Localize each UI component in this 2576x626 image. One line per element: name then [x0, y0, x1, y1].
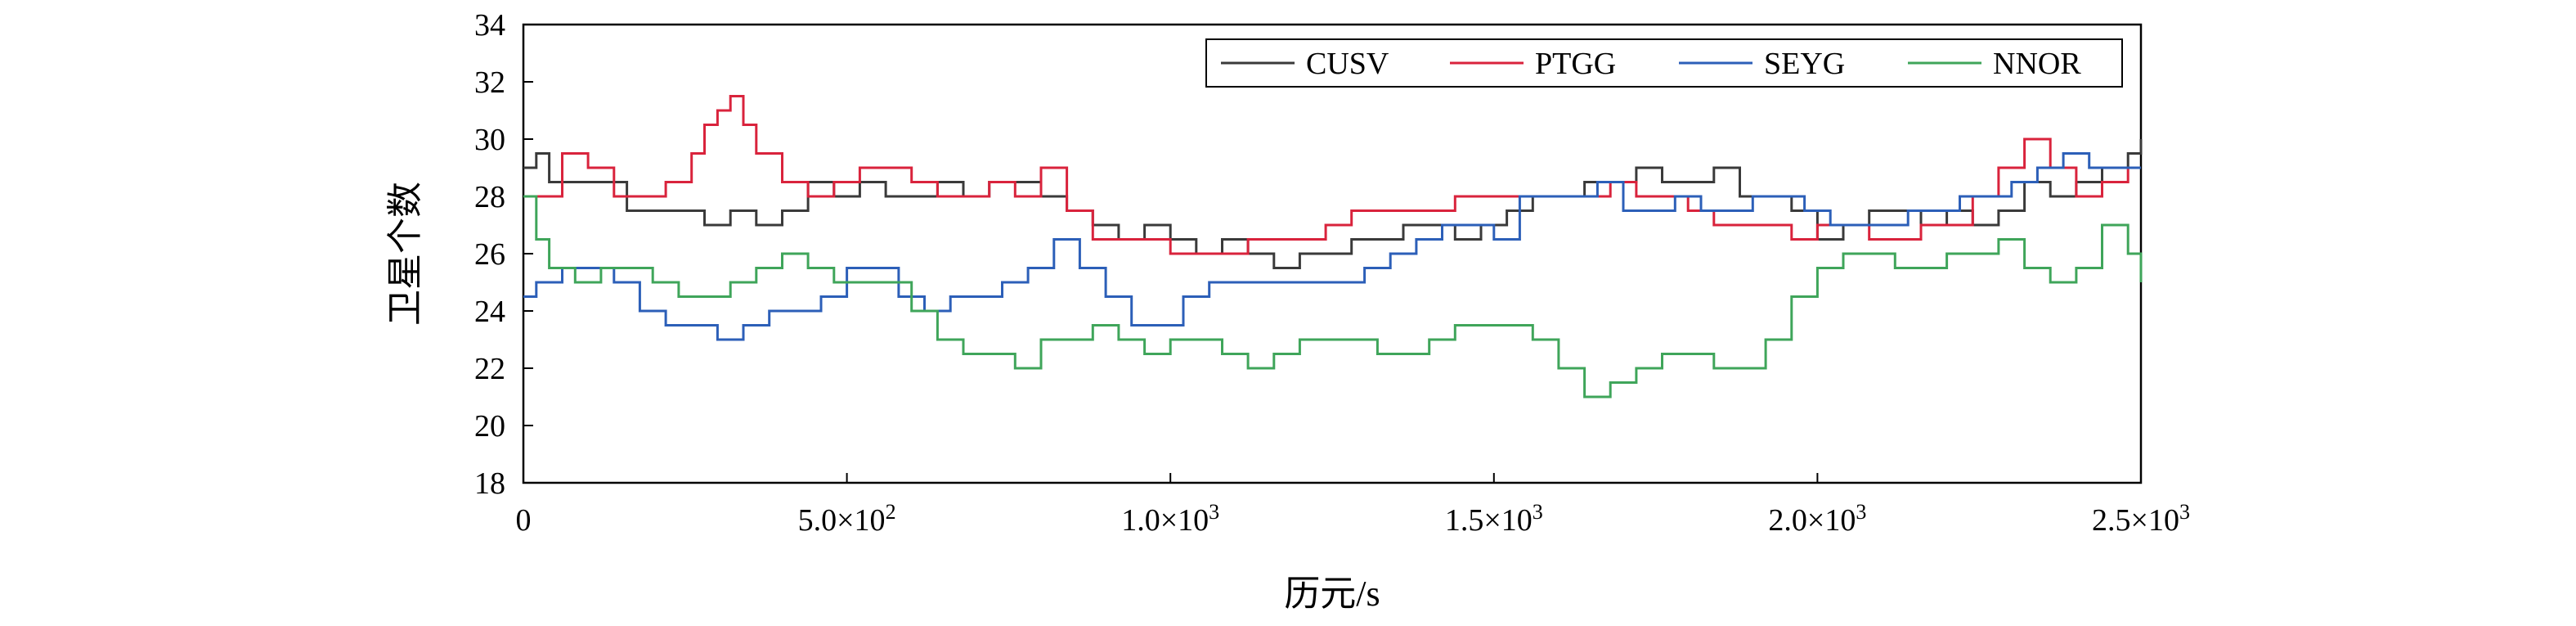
legend-label-seyg: SEYG [1764, 47, 1845, 81]
y-tick-label: 22 [474, 352, 505, 386]
y-tick-label: 28 [474, 180, 505, 214]
legend-label-nnor: NNOR [1993, 47, 2081, 81]
y-tick-label: 30 [474, 123, 505, 157]
y-tick-label: 18 [474, 466, 505, 501]
series-line-cusv [523, 139, 2143, 269]
x-tick-label: 2.5×103 [2092, 500, 2190, 538]
y-tick-label: 34 [474, 8, 505, 43]
y-tick-label: 20 [474, 409, 505, 444]
legend-label-cusv: CUSV [1306, 47, 1389, 81]
y-axis-title: 卫星个数 [385, 182, 425, 326]
series-line-seyg [523, 152, 2141, 341]
legend-label-ptgg: PTGG [1535, 47, 1616, 81]
series-line-ptgg [523, 95, 2141, 255]
x-tick-label: 2.0×103 [1768, 500, 1866, 538]
legend: CUSV PTGG SEYG NNOR [1205, 38, 2123, 88]
series-line-nnor [523, 195, 2143, 399]
axes: 0 5.0×102 1.0×103 1.5×103 2.0×103 2.5×103 18 20… [474, 8, 2190, 538]
y-tick-label: 26 [474, 237, 505, 272]
x-tick-label: 1.0×103 [1121, 500, 1219, 538]
series-layer [523, 95, 2143, 399]
y-tick-label: 32 [474, 65, 505, 100]
x-tick-label: 1.5×103 [1445, 500, 1543, 538]
x-tick-label: 0 [516, 503, 532, 538]
x-axis-title: 历元/s [1284, 574, 1380, 614]
y-tick-label: 24 [474, 295, 505, 329]
x-tick-label: 5.0×102 [798, 500, 896, 538]
